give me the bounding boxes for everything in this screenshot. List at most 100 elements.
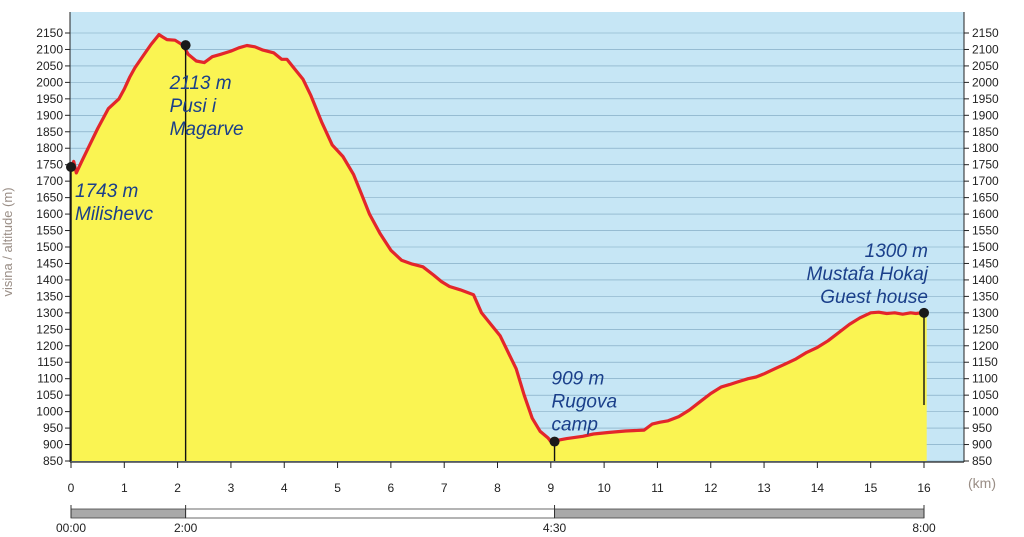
x-tick-label: 4 — [281, 481, 288, 495]
y-tick-label: 1200 — [36, 339, 63, 353]
x-tick-label: 12 — [704, 481, 718, 495]
y-tick-label: 850 — [972, 454, 992, 468]
y-tick-label: 1900 — [972, 108, 999, 122]
y-tick-label: 1500 — [972, 240, 999, 254]
annotation-marker — [66, 161, 76, 172]
x-tick-label: 16 — [917, 481, 931, 495]
x-tick-labels: 0 1 2 3 4 5 6 7 8 9 10 11 12 13 14 15 16 — [68, 462, 931, 495]
annotation-marker — [549, 436, 560, 447]
y-tick-label: 1450 — [36, 256, 63, 270]
y-tick-label: 1800 — [36, 141, 63, 155]
y-tick-label: 1800 — [972, 141, 999, 155]
annotation-label: camp — [552, 415, 598, 436]
y-tick-label: 1700 — [972, 174, 999, 188]
time-tick-label: 2:00 — [174, 521, 198, 535]
y-tick-labels-left: 850 900 950 1000 1050 1100 1150 1200 1250 1300 135… — [36, 26, 70, 468]
y-tick-label: 1650 — [36, 191, 63, 205]
annotation-label: Milishevc — [75, 204, 154, 225]
y-tick-label: 1050 — [36, 388, 63, 402]
time-tick-label: 8:00 — [912, 521, 936, 535]
y-tick-label: 1450 — [972, 256, 999, 270]
time-segment — [70, 508, 187, 519]
y-tick-label: 1500 — [36, 240, 63, 254]
x-tick-label: 15 — [864, 481, 878, 495]
y-tick-label: 1050 — [972, 388, 999, 402]
x-tick-label: 2 — [174, 481, 181, 495]
y-tick-label: 1950 — [972, 92, 999, 106]
y-tick-label: 1750 — [972, 158, 999, 172]
time-tick-label: 4:30 — [543, 521, 567, 535]
y-tick-label: 1400 — [36, 273, 63, 287]
y-tick-label: 1850 — [972, 125, 999, 139]
y-tick-label: 1850 — [36, 125, 63, 139]
x-tick-label: 6 — [388, 481, 395, 495]
y-tick-label: 1000 — [36, 405, 63, 419]
y-tick-label: 950 — [972, 421, 992, 435]
x-tick-label: 14 — [811, 481, 825, 495]
y-tick-labels-right: 850 900 950 1000 1050 1100 1150 1200 1250 1300 135… — [964, 26, 999, 468]
elevation-line — [69, 33, 927, 444]
x-tick-label: 9 — [547, 481, 554, 495]
y-tick-label: 1600 — [972, 207, 999, 221]
time-axis: 00:00 2:00 4:30 8:00 — [56, 505, 936, 535]
y-tick-label: 1700 — [36, 174, 63, 188]
y-tick-label: 2050 — [36, 59, 63, 73]
annotation-label: 1743 m — [75, 181, 138, 202]
y-tick-label: 1250 — [36, 322, 63, 336]
x-tick-label: 10 — [597, 481, 611, 495]
y-tick-label: 2150 — [36, 26, 63, 40]
annotation-marker — [919, 307, 929, 318]
elevation-area — [69, 33, 927, 461]
annotation-label: 1300 m — [865, 241, 928, 262]
annotation-label: Rugova — [552, 392, 618, 413]
time-tick-label: 00:00 — [56, 521, 86, 535]
annotation-marker — [180, 40, 191, 51]
y-tick-label: 1250 — [972, 322, 999, 336]
x-tick-label: 3 — [228, 481, 235, 495]
y-tick-label: 1550 — [972, 224, 999, 238]
y-tick-label: 1550 — [36, 224, 63, 238]
y-tick-label: 2100 — [36, 42, 63, 56]
x-tick-label: 1 — [121, 481, 128, 495]
y-tick-label: 1650 — [972, 191, 999, 205]
y-tick-label: 1300 — [36, 306, 63, 320]
y-tick-label: 900 — [972, 438, 992, 452]
y-tick-label: 950 — [43, 421, 63, 435]
annotation-label: Mustafa Hokaj — [807, 264, 929, 285]
x-tick-label: 7 — [441, 481, 448, 495]
y-tick-label: 2150 — [972, 26, 999, 40]
annotation-label: 2113 m — [169, 73, 232, 94]
y-tick-label: 2000 — [36, 75, 63, 89]
elevation-fill — [71, 34, 927, 461]
annotation-label: Pusi i — [170, 96, 217, 117]
time-segment — [554, 508, 925, 519]
y-tick-label: 1600 — [36, 207, 63, 221]
y-tick-label: 900 — [43, 438, 63, 452]
x-tick-label: 8 — [494, 481, 501, 495]
y-tick-label: 1100 — [972, 372, 998, 386]
annotation-label: Magarve — [170, 119, 244, 140]
y-tick-label: 1750 — [36, 158, 63, 172]
y-tick-label: 1400 — [972, 273, 999, 287]
y-tick-label: 1150 — [972, 355, 998, 369]
y-tick-label: 2000 — [972, 75, 999, 89]
y-tick-label: 2100 — [972, 42, 999, 56]
y-axis-label: visina / altitude (m) — [0, 187, 15, 296]
y-tick-label: 1350 — [36, 289, 63, 303]
y-tick-label: 1950 — [36, 92, 63, 106]
time-segment — [185, 508, 555, 519]
x-tick-label: 13 — [757, 481, 771, 495]
x-axis-unit: (km) — [968, 475, 996, 491]
y-tick-label: 1900 — [36, 108, 63, 122]
y-tick-label: 1200 — [972, 339, 999, 353]
annotation-label: Guest house — [820, 287, 928, 308]
x-tick-label: 5 — [334, 481, 341, 495]
y-tick-label: 1100 — [37, 372, 63, 386]
y-tick-label: 1000 — [972, 405, 999, 419]
y-tick-label: 1150 — [37, 355, 63, 369]
x-tick-label: 11 — [651, 481, 664, 495]
y-tick-label: 2050 — [972, 59, 999, 73]
x-tick-label: 0 — [68, 481, 75, 495]
